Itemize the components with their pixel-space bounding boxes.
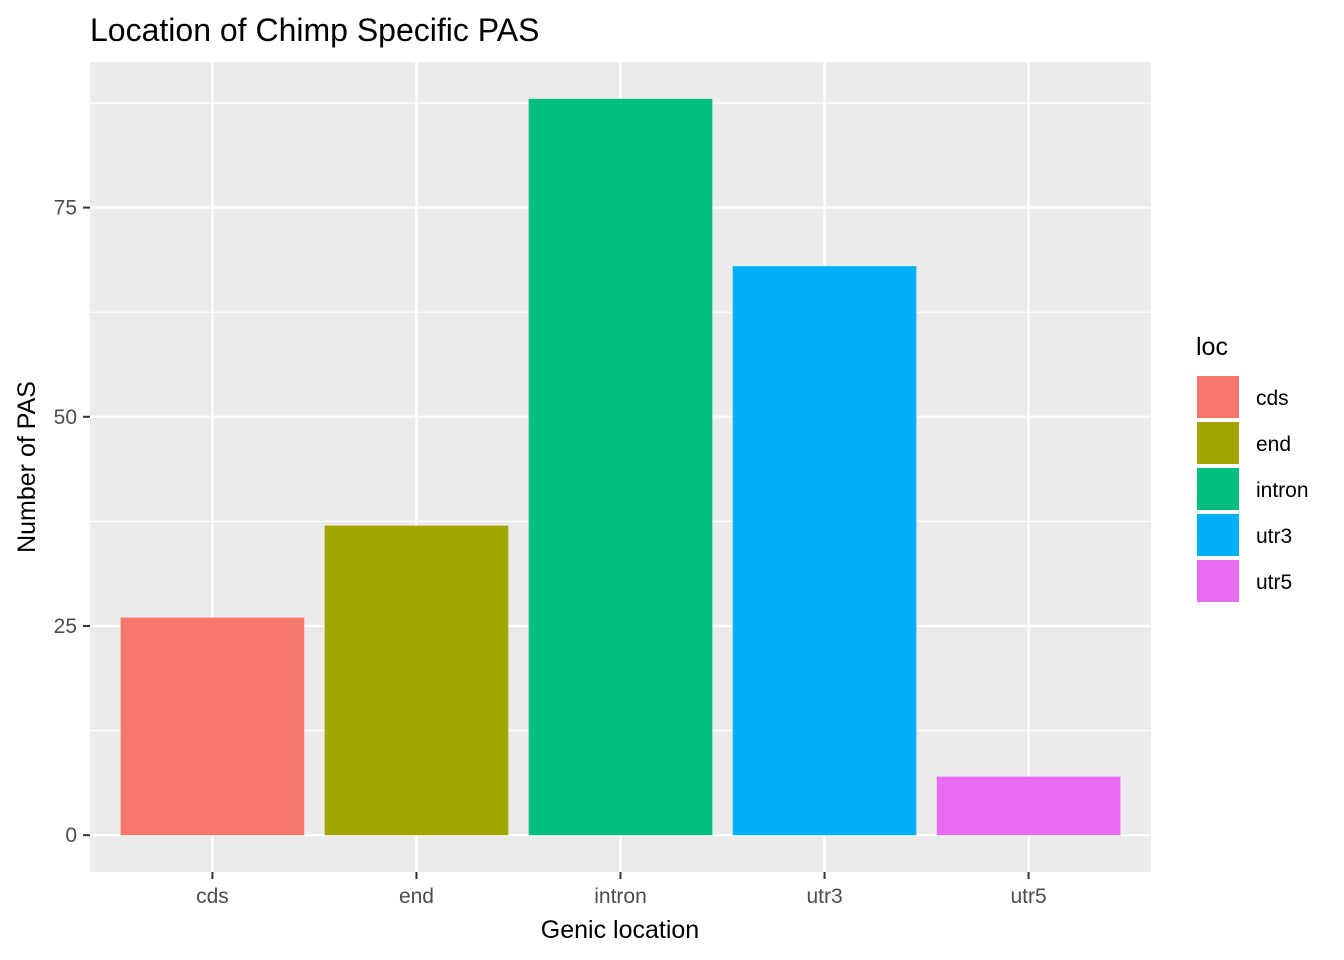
legend-label-end: end [1256, 433, 1291, 456]
x-tick-label: end [399, 885, 434, 908]
y-axis: 0 25 50 75 [54, 197, 90, 847]
bars [120, 98, 1121, 836]
x-tick-label: utr3 [806, 885, 842, 908]
bar-end [324, 525, 509, 836]
legend-label-cds: cds [1256, 387, 1289, 410]
y-tick-label: 0 [65, 824, 77, 847]
legend-items: cds end intron utr3 utr5 [1197, 376, 1309, 602]
x-axis: cds end intron utr3 utr5 [196, 872, 1047, 908]
x-tick-label: utr5 [1010, 885, 1046, 908]
legend-swatch-end [1197, 422, 1239, 464]
legend-swatch-utr5 [1197, 560, 1239, 602]
legend-swatch-intron [1197, 468, 1239, 510]
bar-intron [528, 98, 713, 836]
x-tick-label: cds [196, 885, 229, 908]
y-tick-label: 25 [54, 615, 77, 638]
chart-title: Location of Chimp Specific PAS [90, 12, 539, 48]
x-axis-title: Genic location [541, 916, 699, 944]
y-axis-title: Number of PAS [13, 381, 41, 553]
legend-swatch-utr3 [1197, 514, 1239, 556]
legend-label-utr3: utr3 [1256, 525, 1292, 548]
y-tick-label: 75 [54, 197, 77, 220]
legend-label-utr5: utr5 [1256, 571, 1292, 594]
legend-swatch-cds [1197, 376, 1239, 418]
y-tick-label: 50 [54, 406, 77, 429]
bar-utr5 [936, 776, 1121, 836]
legend: loc cds end intron utr3 utr5 [1196, 333, 1309, 602]
legend-label-intron: intron [1256, 479, 1309, 502]
bar-utr3 [732, 266, 917, 836]
bar-cds [120, 617, 305, 836]
x-tick-label: intron [594, 885, 647, 908]
legend-title: loc [1196, 333, 1228, 361]
